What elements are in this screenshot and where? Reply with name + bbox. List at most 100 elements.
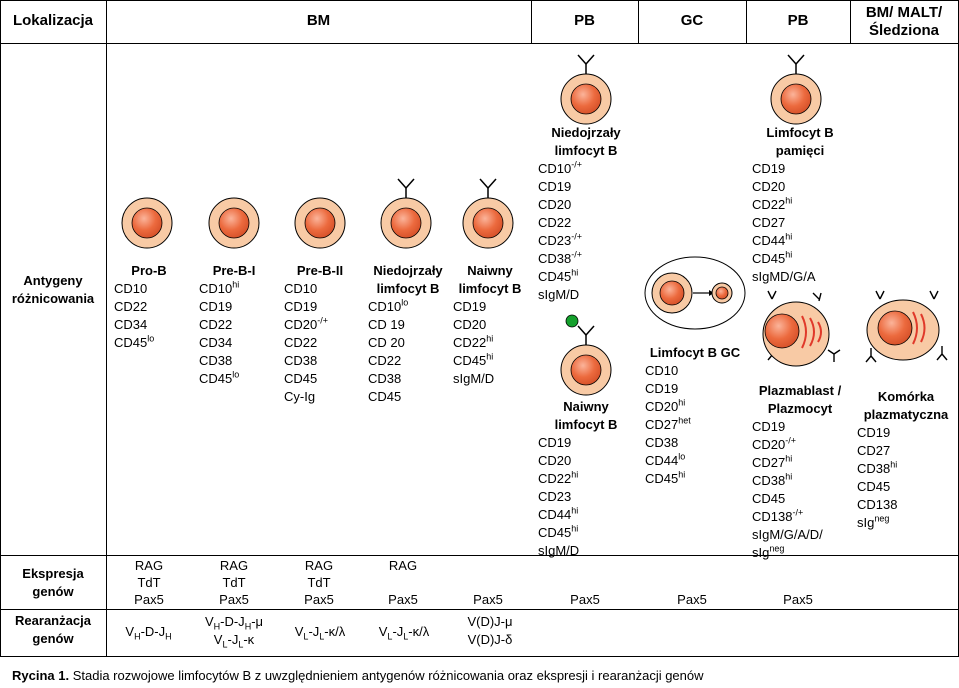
stage-pro-b: Pro-B CD10 CD22 CD34 CD45lo: [114, 262, 184, 352]
marker-cd27: CD27: [857, 443, 891, 458]
figure-caption: Rycina 1. Stadia rozwojowe limfocytów B …: [12, 668, 704, 683]
marker-cd34: CD34: [199, 335, 233, 350]
marker-cd20: CD20hi: [645, 397, 686, 414]
stage-name: Pre-B-II: [296, 263, 344, 278]
marker-list: CD19 CD20 CD22hi CD45hi sIgM/D: [453, 298, 527, 388]
marker-cd38: CD38: [284, 353, 318, 368]
marker-cd38: CD38hi: [857, 459, 898, 476]
expr-pax5-preb1: Pax5: [219, 592, 249, 607]
rearr-prob: VH-D-JH: [125, 624, 172, 642]
stage-memory-b: Limfocyt B pamięci CD19 CD20 CD22hi CD27 CD4…: [752, 124, 848, 286]
marker-cd22: CD22: [284, 335, 318, 350]
stage-name: Naiwny: [563, 399, 609, 414]
marker-cd45: CD45hi: [752, 249, 793, 266]
marker-cd22: CD22hi: [453, 333, 494, 350]
expr-rag-preb1: RAG: [219, 558, 249, 573]
stage-name-line2: pamięci: [775, 143, 825, 158]
marker-cd22: CD22hi: [752, 195, 793, 212]
expr-tdt-preb1: TdT: [222, 575, 246, 590]
pre-b-i-cell-icon: [208, 197, 260, 249]
marker-cd45: CD45hi: [538, 523, 579, 540]
marker-list: CD19 CD20 CD22hi CD23 CD44hi CD45hi sIgM/D: [538, 434, 634, 560]
row-label-rearanzacja: Rearanżacja genów: [15, 613, 91, 646]
expr-pax5-pb: Pax5: [570, 592, 600, 607]
expr-pax5-preb2: Pax5: [304, 592, 334, 607]
marker-cd44: CD44lo: [645, 451, 686, 468]
marker-cd20: CD20-/+: [752, 435, 797, 452]
marker-list: CD19 CD20 CD22hi CD27 CD44hi CD45hi sIgMD/G/A: [752, 160, 848, 286]
cell-illustrations: [121, 54, 948, 396]
naive-pb-cell-icon: [560, 314, 612, 396]
stage-name: Limfocyt B: [766, 125, 834, 140]
header-bottom-border: [0, 43, 959, 44]
marker-cd19: CD19: [538, 435, 572, 450]
stage-name: Pro-B: [131, 263, 167, 278]
marker-cd45: CD45: [368, 389, 402, 404]
header-pb-memory: PB: [787, 12, 809, 29]
marker-cd38: CD38-/+: [538, 249, 583, 266]
immature-bm-cell-icon: [380, 178, 432, 249]
stage-name: Limfocyt B GC: [649, 345, 741, 360]
expr-pax5-immature: Pax5: [388, 592, 418, 607]
stage-name: Plazmablast /: [758, 383, 842, 398]
marker-cd20: CD20: [538, 197, 572, 212]
stage-pre-b-i: Pre-B-I CD10hi CD19 CD22 CD34 CD38 CD45lo: [199, 262, 269, 388]
marker-cd19: CD19: [645, 381, 679, 396]
marker-cd19: CD19: [453, 299, 487, 314]
marker-cd45: CD45hi: [453, 351, 494, 368]
rearr-preb1: VH-D-JH-μ VL-JL-κ: [204, 614, 264, 650]
expression-row-top-border: [0, 555, 959, 556]
stage-gc: Limfocyt B GC CD10 CD19 CD20hi CD27het CD38 C…: [645, 344, 745, 488]
marker-cd20: CD20: [453, 317, 487, 332]
marker-cd23: CD23-/+: [538, 231, 583, 248]
marker-cd20: CD20-/+: [284, 315, 329, 332]
table-bottom-border: [0, 656, 959, 657]
pro-b-cell-icon: [121, 197, 173, 249]
rearrangement-row-top-border: [0, 609, 959, 610]
marker-cd19: CD19: [752, 161, 786, 176]
pb-malt-divider: [850, 0, 851, 44]
marker-cd22: CD22hi: [538, 469, 579, 486]
gc-cell-icon: [644, 256, 746, 330]
header-bm: BM: [306, 12, 331, 29]
marker-cd45: CD45: [284, 371, 318, 386]
marker-sigm-d: sIgM/D: [538, 287, 580, 302]
marker-cd38: CD38: [368, 371, 402, 386]
stage-name-line2: limfocyt B: [458, 281, 522, 296]
expr-pax5-memory: Pax5: [783, 592, 813, 607]
stage-pre-b-ii: Pre-B-II CD10 CD19 CD20-/+ CD22 CD38 CD45 Cy-I…: [284, 262, 356, 406]
expr-tdt-preb2: TdT: [307, 575, 331, 590]
marker-list: CD10hi CD19 CD22 CD34 CD38 CD45lo: [199, 280, 269, 388]
marker-cd44: CD44hi: [538, 505, 579, 522]
marker-cd22: CD22: [368, 353, 402, 368]
stage-name: Niedojrzały: [551, 125, 621, 140]
naive-bm-cell-icon: [462, 178, 514, 249]
marker-cd27: CD27: [752, 215, 786, 230]
marker-cd10: CD10: [284, 281, 318, 296]
immature-pb-cell-icon: [560, 54, 612, 125]
marker-sigm-g-a-d-: sIgM/G/A/D/: [752, 527, 823, 542]
marker-cd22: CD22: [538, 215, 572, 230]
stage-name-line2: limfocyt B: [554, 143, 618, 158]
stage-naive-pb: Naiwny limfocyt B CD19 CD20 CD22hi CD23 CD44…: [538, 398, 634, 560]
marker-cd10: CD10: [645, 363, 679, 378]
marker-cy-ig: Cy-Ig: [284, 389, 316, 404]
marker-cd138: CD138-/+: [752, 507, 804, 524]
marker-cd20: CD20: [752, 179, 786, 194]
expr-rag-preb2: RAG: [304, 558, 334, 573]
marker-cd45: CD45: [857, 479, 891, 494]
marker-cd19: CD19: [752, 419, 786, 434]
marker-list: CD10 CD19 CD20-/+ CD22 CD38 CD45 Cy-Ig: [284, 280, 356, 406]
marker-cd45: CD45: [752, 491, 786, 506]
marker-cd27: CD27het: [645, 415, 691, 432]
expr-pax5-prob: Pax5: [134, 592, 164, 607]
stage-immature-bm: Niedojrzały limfocyt B CD10lo CD 19 CD 20 C…: [368, 262, 448, 406]
marker-sig: sIgneg: [752, 543, 785, 560]
marker-cd38: CD38: [645, 435, 679, 450]
rearr-naive: V(D)J-μ V(D)J-δ: [467, 614, 513, 647]
marker-cd138: CD138: [857, 497, 898, 512]
stage-name-line2: limfocyt B: [554, 417, 618, 432]
row-label-antygeny: Antygeny różnicowania: [11, 273, 95, 306]
marker-cd34: CD34: [114, 317, 148, 332]
marker-cd45: CD45lo: [199, 369, 240, 386]
